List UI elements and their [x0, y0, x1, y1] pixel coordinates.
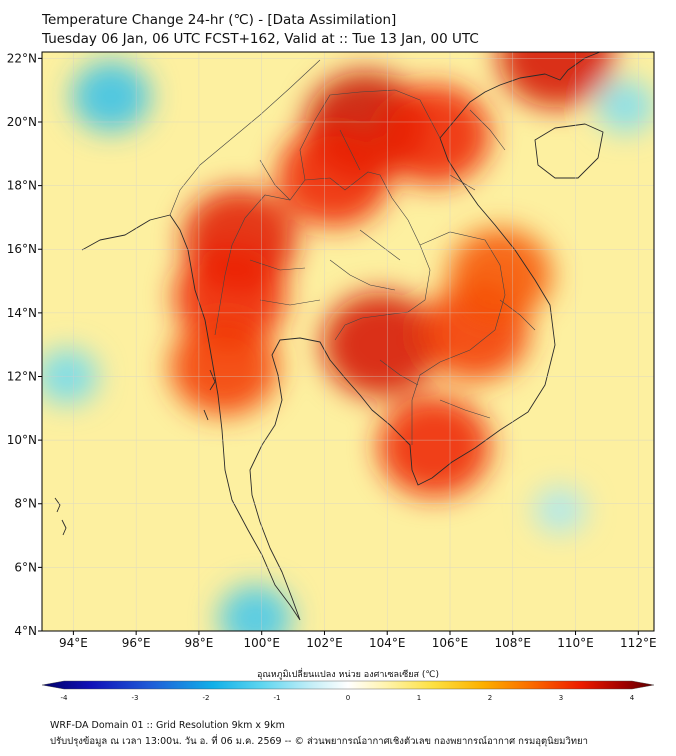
lon-tick-label: 104°E [369, 636, 406, 650]
lat-tick-label: 20°N [7, 115, 37, 129]
footer-line2: ปรับปรุงข้อมูล ณ เวลา 13:00น. วัน อ. ที่… [50, 736, 588, 747]
lon-tick-label: 98°E [184, 636, 213, 650]
field-blob-11 [71, 61, 151, 132]
temperature-field [42, 52, 654, 631]
field-blob-5 [170, 318, 278, 416]
colorbar-tick-label: -2 [203, 694, 210, 702]
andaman-islands [54, 369, 216, 536]
lon-tick-label: 110°E [557, 636, 594, 650]
colorbar-tick-label: -4 [61, 694, 69, 702]
lat-tick-label: 16°N [7, 242, 37, 256]
graticule [42, 52, 654, 631]
footer-line1: WRF-DA Domain 01 :: Grid Resolution 9km … [50, 720, 285, 731]
lon-tick-label: 100°E [243, 636, 280, 650]
chart-title: Temperature Change 24-hr (℃) - [Data Ass… [42, 12, 397, 28]
coastline-outline [54, 52, 604, 621]
lat-tick-label: 8°N [14, 497, 37, 511]
field-blob-6 [322, 292, 440, 398]
lat-tick-label: 12°N [7, 369, 37, 383]
colorbar: อุณหภูมิเปลี่ยนแปลง หน่วย องศาเซลเซียส (… [41, 667, 655, 702]
lon-tick-label: 112°E [620, 636, 657, 650]
colorbar-bar [41, 680, 655, 690]
field-blob-14 [596, 79, 654, 133]
field-blob-2 [277, 125, 390, 227]
lon-tick-label: 96°E [122, 636, 151, 650]
colorbar-tick-label: -3 [132, 694, 139, 702]
map-frame [41, 51, 655, 632]
temperature-map: 22°N 20°N 18°N 16°N 14°N 12°N 10°N 8°N 6°N 4°N 94… [7, 51, 657, 702]
lon-tick-label: 102°E [306, 636, 343, 650]
colorbar-title: อุณหภูมิเปลี่ยนแปลง หน่วย องศาเซลเซียส (… [257, 667, 439, 680]
lat-tick-label: 4°N [14, 624, 37, 638]
map-canvas [42, 52, 654, 631]
field-blob-1 [378, 84, 491, 186]
lat-tick-label: 14°N [7, 306, 37, 320]
lat-tick-label: 10°N [7, 433, 37, 447]
colorbar-ticks: -4 -3 -2 -1 0 1 2 3 4 [61, 694, 635, 702]
colorbar-tick-label: 2 [488, 694, 492, 702]
hainan-island [534, 123, 604, 179]
lon-tick-label: 106°E [432, 636, 469, 650]
field-blob-8 [378, 396, 491, 497]
lon-tick-label: 94°E [59, 636, 88, 650]
border-lines [169, 59, 536, 446]
lat-tick-label: 6°N [14, 560, 37, 574]
colorbar-tick-label: -1 [274, 694, 281, 702]
colorbar-tick-label: 1 [417, 694, 421, 702]
colorbar-tick-label: 3 [559, 694, 563, 702]
lat-tick-label: 22°N [7, 51, 37, 65]
field-blob-9 [498, 52, 616, 108]
field-blob-4 [174, 246, 287, 348]
lat-tick-label: 18°N [7, 179, 37, 193]
latitude-ticks: 22°N 20°N 18°N 16°N 14°N 12°N 10°N 8°N 6°N 4°N [7, 51, 42, 638]
colorbar-tick-label: 4 [630, 694, 635, 702]
longitude-ticks: 94°E 96°E 98°E 100°E 102°E 104°E 106°E 108°E 110… [59, 631, 657, 650]
lon-tick-label: 108°E [495, 636, 532, 650]
colorbar-tick-label: 0 [346, 694, 350, 702]
field-blob-10 [449, 228, 552, 321]
chart-subtitle: Tuesday 06 Jan, 06 UTC FCST+162, Valid a… [42, 31, 479, 47]
field-blob-15 [533, 486, 586, 534]
field-blob-12 [218, 585, 293, 631]
